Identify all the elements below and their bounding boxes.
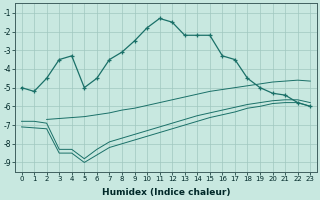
X-axis label: Humidex (Indice chaleur): Humidex (Indice chaleur) — [102, 188, 230, 197]
